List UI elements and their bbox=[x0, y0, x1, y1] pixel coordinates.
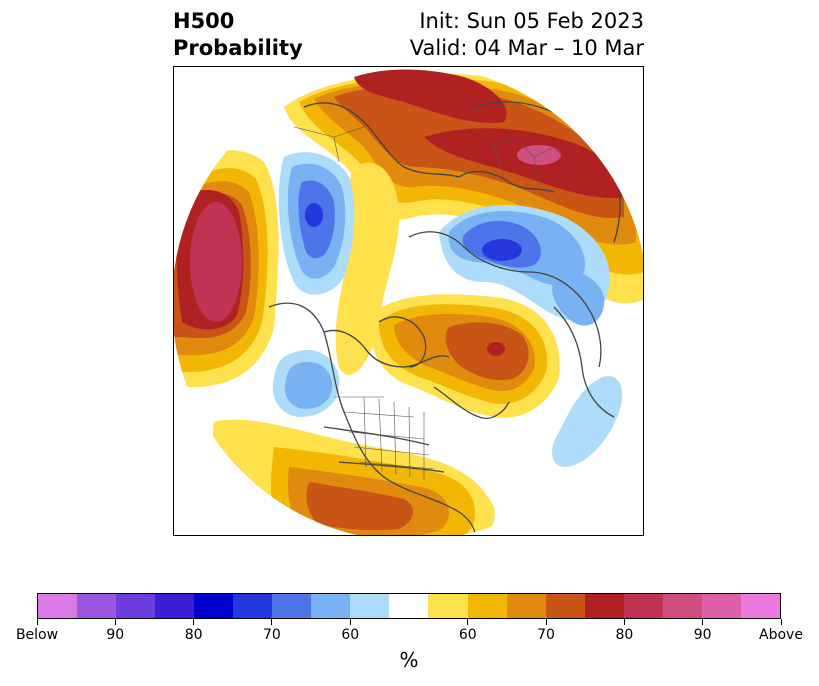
colorbar-segment bbox=[233, 594, 273, 618]
colorbar-tick-label: 60 bbox=[341, 627, 360, 643]
colorbar-tick-label: Above bbox=[759, 627, 803, 643]
colorbar-segment bbox=[116, 594, 156, 618]
date-block: Init: Sun 05 Feb 2023 Valid: 04 Mar – 10… bbox=[410, 8, 644, 62]
colorbar-tick-label: 60 bbox=[458, 627, 477, 643]
colorbar-segment bbox=[155, 594, 195, 618]
probability-map bbox=[174, 67, 643, 535]
colorbar-tick-label: 70 bbox=[263, 627, 281, 643]
colorbar-tick bbox=[349, 619, 351, 625]
colorbar-tick bbox=[193, 619, 195, 625]
colorbar-units: % bbox=[399, 648, 419, 672]
colorbar-segment bbox=[272, 594, 312, 618]
title-block: H500 Probability bbox=[173, 8, 303, 62]
colorbar-tick bbox=[702, 619, 704, 625]
variable-title: H500 bbox=[173, 9, 235, 33]
colorbar-tick bbox=[271, 619, 273, 625]
colorbar-tick-label: 80 bbox=[184, 627, 203, 643]
coastlines bbox=[268, 101, 621, 535]
colorbar-segment bbox=[584, 594, 624, 618]
colorbar-tick-label: Below bbox=[15, 627, 59, 643]
colorbar-segment bbox=[350, 594, 390, 618]
colorbar bbox=[37, 593, 781, 619]
colorbar-tick-label: 70 bbox=[537, 627, 555, 643]
colorbar-tick bbox=[780, 619, 782, 625]
map-panel bbox=[173, 66, 644, 536]
colorbar-tick bbox=[36, 619, 38, 625]
borders bbox=[293, 126, 575, 479]
colorbar-segment bbox=[467, 594, 507, 618]
colorbar-segment bbox=[506, 594, 546, 618]
colorbar-segment bbox=[623, 594, 663, 618]
colorbar-segment bbox=[38, 594, 78, 618]
colorbar-segment bbox=[311, 594, 351, 618]
colorbar-segment bbox=[194, 594, 234, 618]
colorbar-tick bbox=[545, 619, 547, 625]
colorbar-tick bbox=[467, 619, 469, 625]
colorbar-segment bbox=[662, 594, 702, 618]
init-date: Init: Sun 05 Feb 2023 bbox=[419, 9, 644, 33]
colorbar-segment bbox=[77, 594, 117, 618]
colorbar-segment bbox=[740, 594, 780, 618]
colorbar-tick bbox=[623, 619, 625, 625]
colorbar-tick-label: 90 bbox=[693, 627, 712, 643]
valid-range: Valid: 04 Mar – 10 Mar bbox=[409, 36, 644, 60]
below-normal-regions bbox=[272, 152, 623, 467]
colorbar-tick bbox=[114, 619, 116, 625]
colorbar-segment bbox=[701, 594, 741, 618]
colorbar-tick-label: 90 bbox=[106, 627, 125, 643]
colorbar-segment bbox=[545, 594, 585, 618]
atlantic-cool bbox=[552, 376, 623, 467]
product-title: Probability bbox=[173, 36, 303, 60]
colorbar-segment bbox=[428, 594, 468, 618]
colorbar-tick-label: 80 bbox=[615, 627, 634, 643]
colorbar-segment bbox=[389, 594, 429, 618]
